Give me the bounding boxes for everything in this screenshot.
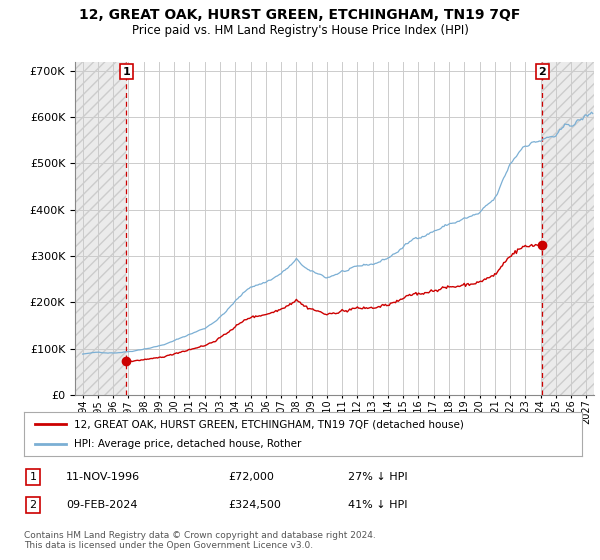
Text: 12, GREAT OAK, HURST GREEN, ETCHINGHAM, TN19 7QF: 12, GREAT OAK, HURST GREEN, ETCHINGHAM, … (79, 8, 521, 22)
Text: 1: 1 (29, 472, 37, 482)
Bar (75, 62, 127, 395)
Text: 41% ↓ HPI: 41% ↓ HPI (348, 500, 407, 510)
Text: 1: 1 (122, 67, 130, 77)
Bar (542, 62, 594, 395)
Text: 09-FEB-2024: 09-FEB-2024 (66, 500, 137, 510)
Text: Price paid vs. HM Land Registry's House Price Index (HPI): Price paid vs. HM Land Registry's House … (131, 24, 469, 36)
Text: HPI: Average price, detached house, Rother: HPI: Average price, detached house, Roth… (74, 439, 302, 449)
Bar (542, 62, 594, 395)
Text: 11-NOV-1996: 11-NOV-1996 (66, 472, 140, 482)
Text: 12, GREAT OAK, HURST GREEN, ETCHINGHAM, TN19 7QF (detached house): 12, GREAT OAK, HURST GREEN, ETCHINGHAM, … (74, 419, 464, 429)
Text: 2: 2 (29, 500, 37, 510)
Text: 2: 2 (539, 67, 546, 77)
Text: Contains HM Land Registry data © Crown copyright and database right 2024.
This d: Contains HM Land Registry data © Crown c… (24, 531, 376, 550)
Text: £324,500: £324,500 (228, 500, 281, 510)
Bar (75, 62, 127, 395)
Text: £72,000: £72,000 (228, 472, 274, 482)
Text: 27% ↓ HPI: 27% ↓ HPI (348, 472, 407, 482)
